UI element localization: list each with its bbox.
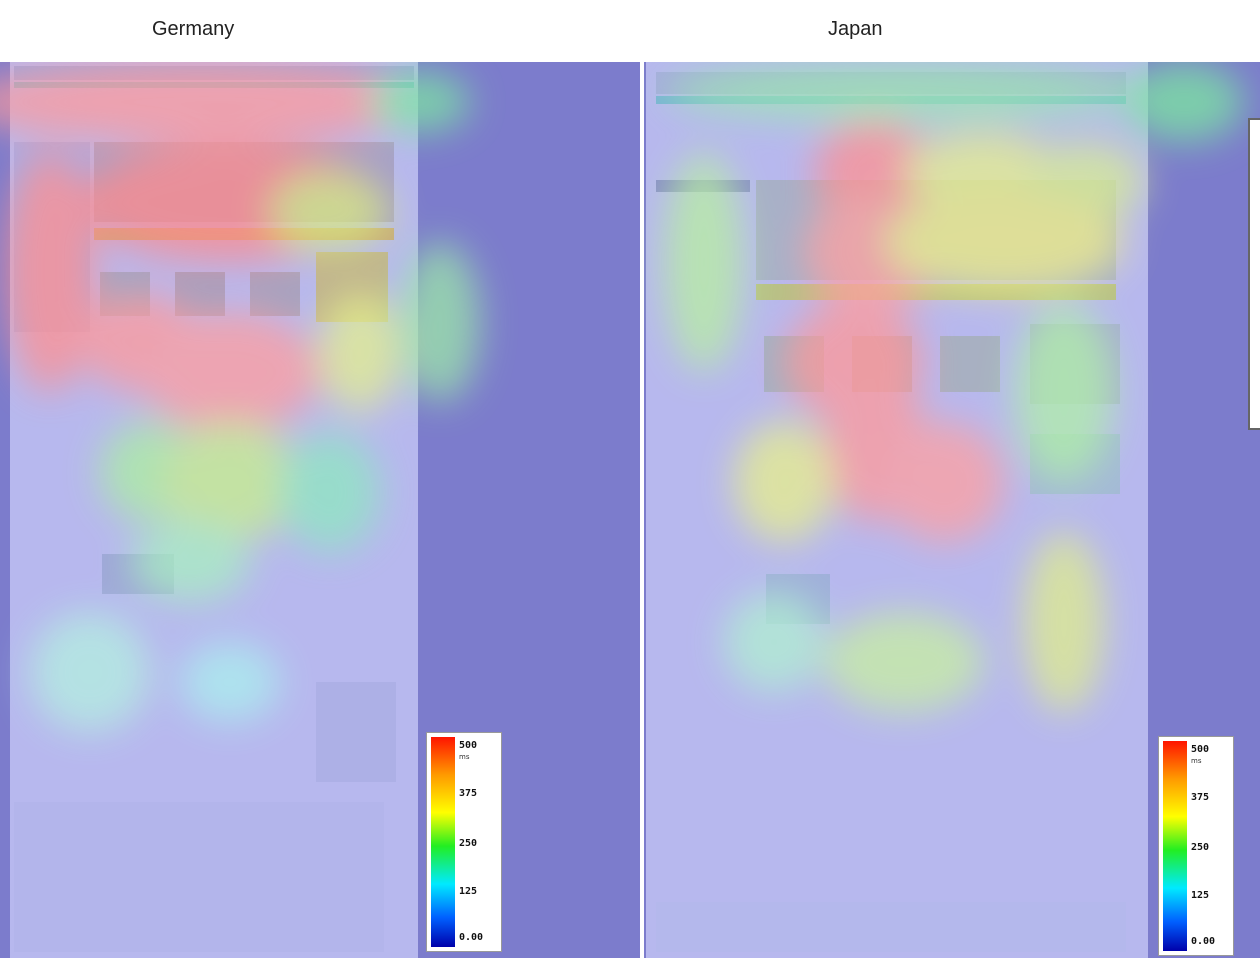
japan-heatmap-panel: 500 ms 375 250 125 0.00	[644, 62, 1260, 958]
germany-legend-unit: ms	[459, 753, 470, 761]
japan-color-gradient-bar	[1163, 741, 1187, 951]
germany-color-gradient-bar	[431, 737, 455, 947]
germany-label: Germany	[152, 18, 235, 40]
germany-webpage-screenshot	[10, 62, 418, 958]
germany-legend-tick-min: 0.00	[459, 932, 484, 943]
japan-legend-tick-250: 250	[1191, 842, 1210, 853]
japan-label: Japan	[828, 18, 883, 40]
japan-legend-unit: ms	[1191, 757, 1202, 765]
japan-legend-tick-375: 375	[1191, 792, 1210, 803]
germany-legend-tick-125: 125	[459, 886, 478, 897]
japan-legend-tick-125: 125	[1191, 890, 1210, 901]
japan-color-scale-legend: 500 ms 375 250 125 0.00	[1158, 736, 1234, 956]
germany-color-scale-legend: 500 ms 375 250 125 0.00	[426, 732, 502, 952]
germany-heatmap-panel: 500 ms 375 250 125 0.00	[0, 62, 640, 958]
germany-legend-tick-max: 500	[459, 740, 478, 751]
germany-legend-tick-375: 375	[459, 788, 478, 799]
japan-legend-tick-max: 500	[1191, 744, 1210, 755]
cropped-side-box	[1248, 118, 1260, 430]
japan-legend-tick-min: 0.00	[1191, 936, 1216, 947]
germany-legend-tick-250: 250	[459, 838, 478, 849]
japan-webpage-screenshot	[646, 62, 1148, 958]
